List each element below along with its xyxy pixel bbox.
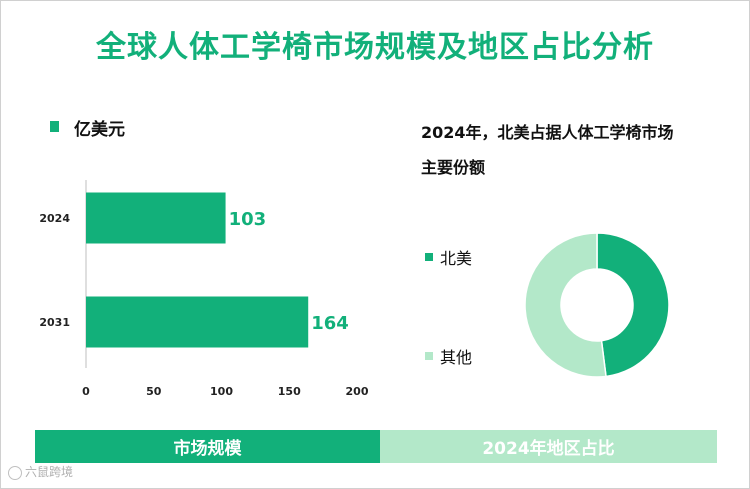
legend-marker-other xyxy=(425,352,433,360)
bar-data-label: 103 xyxy=(229,209,267,230)
x-tick-label: 100 xyxy=(210,385,233,398)
donut-slice-0 xyxy=(596,232,670,378)
x-tick-label: 200 xyxy=(346,385,369,398)
donut-chart xyxy=(524,232,670,378)
page-title: 全球人体工学椅市场规模及地区占比分析 xyxy=(96,30,654,65)
legend-marker-north-america xyxy=(425,253,433,261)
bar-data-label: 164 xyxy=(311,313,349,334)
legend-label-other: 其他 xyxy=(440,348,473,367)
bar-2024 xyxy=(86,192,226,244)
logo-text: 六鼠跨境 xyxy=(25,465,74,479)
legend-label-north-america: 北美 xyxy=(440,249,473,268)
bar-2031 xyxy=(86,296,309,348)
bar-legend-label: 亿美元 xyxy=(74,120,125,140)
bar-category-label: 2024 xyxy=(39,212,70,225)
x-tick-label: 150 xyxy=(278,385,301,398)
footer-region-share: 2024年地区占比 xyxy=(380,430,717,463)
logo-icon xyxy=(8,465,22,480)
donut-title-line1: 2024年，北美占据人体工学椅市场 xyxy=(421,123,674,142)
donut-slice-1 xyxy=(524,232,607,378)
x-tick-label: 50 xyxy=(146,385,162,398)
donut-title-line2: 主要份额 xyxy=(421,158,486,177)
footer-market-size: 市场规模 xyxy=(35,430,380,463)
donut-title: 2024年，北美占据人体工学椅市场 主要份额 xyxy=(421,115,741,185)
brand-logo: 六鼠跨境 xyxy=(8,463,73,480)
x-tick-label: 0 xyxy=(82,385,90,398)
bar-category-label: 2031 xyxy=(39,316,70,329)
bar-chart: 2024 103 2031 164 0 50 100 150 200 xyxy=(39,180,369,398)
bar-legend-marker xyxy=(50,121,59,132)
